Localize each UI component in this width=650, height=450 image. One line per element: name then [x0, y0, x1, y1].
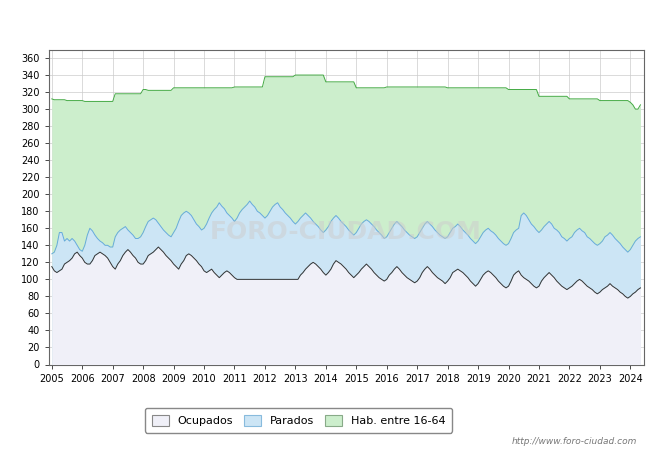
Legend: Ocupados, Parados, Hab. entre 16-64: Ocupados, Parados, Hab. entre 16-64 [145, 408, 452, 432]
Text: FORO-CIUDAD.COM: FORO-CIUDAD.COM [210, 220, 482, 244]
Text: http://www.foro-ciudad.com: http://www.foro-ciudad.com [512, 436, 637, 446]
Text: Garbayuela - Evolucion de la poblacion en edad de Trabajar Mayo de 2024: Garbayuela - Evolucion de la poblacion e… [47, 14, 603, 27]
